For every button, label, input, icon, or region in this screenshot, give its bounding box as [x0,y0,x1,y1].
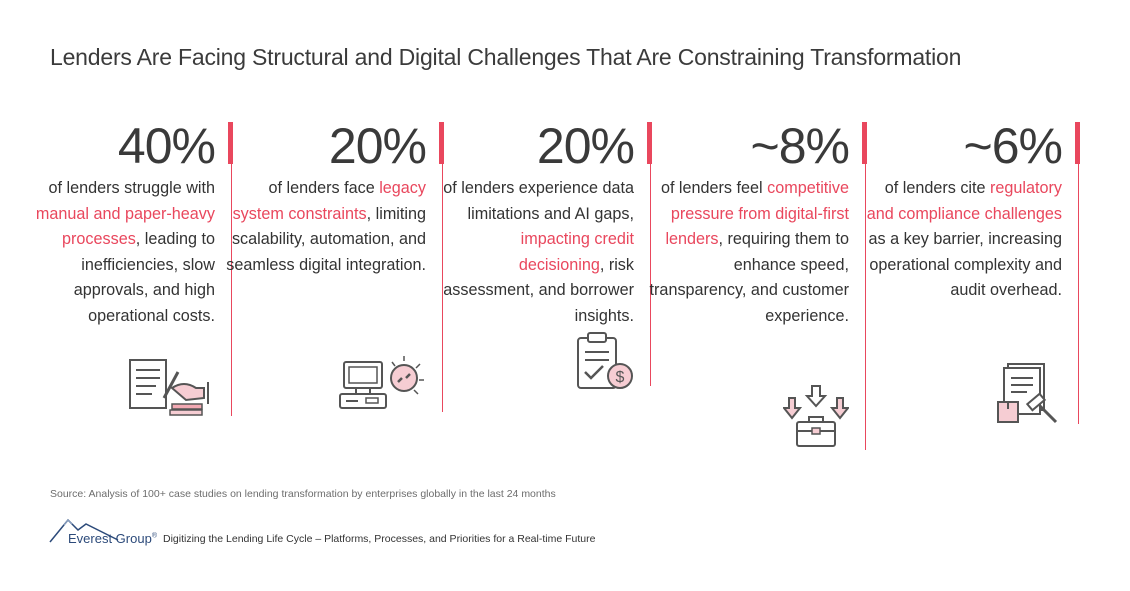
stat-column-regulatory-compliance: ~6% of lenders cite regulatory and compl… [867,118,1080,424]
divider-line [865,164,866,450]
legal-gavel-documents-icon [997,363,1058,424]
svg-text:$: $ [616,369,625,386]
divider-line [231,164,232,416]
divider-line [1078,164,1079,424]
everest-mountain-logo-icon [49,518,119,543]
clipboard-dollar-icon: $ [577,332,633,389]
document-signing-icon [129,359,209,416]
highlight-text: competitive pressure from digital-first … [665,179,849,248]
divider-line [650,164,651,386]
stat-description: of lenders feel competitive pressure fro… [649,179,849,325]
stat-value: ~8% [750,118,850,174]
computer-broken-link-icon [339,356,424,409]
accent-bar [862,122,867,164]
accent-bar [647,122,652,164]
accent-bar [1075,122,1080,164]
stat-value: 20% [328,118,427,174]
stat-value: 20% [536,118,635,174]
highlight-text: impacting credit decisioning [518,230,634,274]
stat-column-competitive-pressure: ~8% of lenders feel competitive pressure… [650,118,867,450]
highlight-text: legacy system constraints [232,179,426,223]
stat-column-data-ai-gaps: 20% of lenders experience data limitatio… [443,118,652,389]
brand-name: Everest Group® [68,531,157,546]
pressure-arrows-briefcase-icon [783,385,849,447]
highlight-text: regulatory and compliance challenges [866,179,1062,223]
accent-bar [228,122,233,164]
stat-value: 40% [117,118,216,174]
stat-description: of lenders struggle with manual and pape… [35,179,215,325]
page-title: Lenders Are Facing Structural and Digita… [50,44,962,70]
stat-column-legacy-systems: 20% of lenders face legacy system constr… [226,118,444,412]
stat-description: of lenders cite regulatory and complianc… [866,179,1062,299]
report-title: Digitizing the Lending Life Cycle – Plat… [163,533,596,545]
stat-description: of lenders experience data limitations a… [443,179,634,325]
source-note: Source: Analysis of 100+ case studies on… [50,488,556,500]
stat-column-manual-processes: 40% of lenders struggle with manual and … [36,118,233,416]
stat-description: of lenders face legacy system constraint… [226,179,426,274]
accent-bar [439,122,444,164]
stat-value: ~6% [963,118,1063,174]
divider-line [442,164,443,412]
highlight-text: manual and paper-heavy processes [35,204,215,249]
